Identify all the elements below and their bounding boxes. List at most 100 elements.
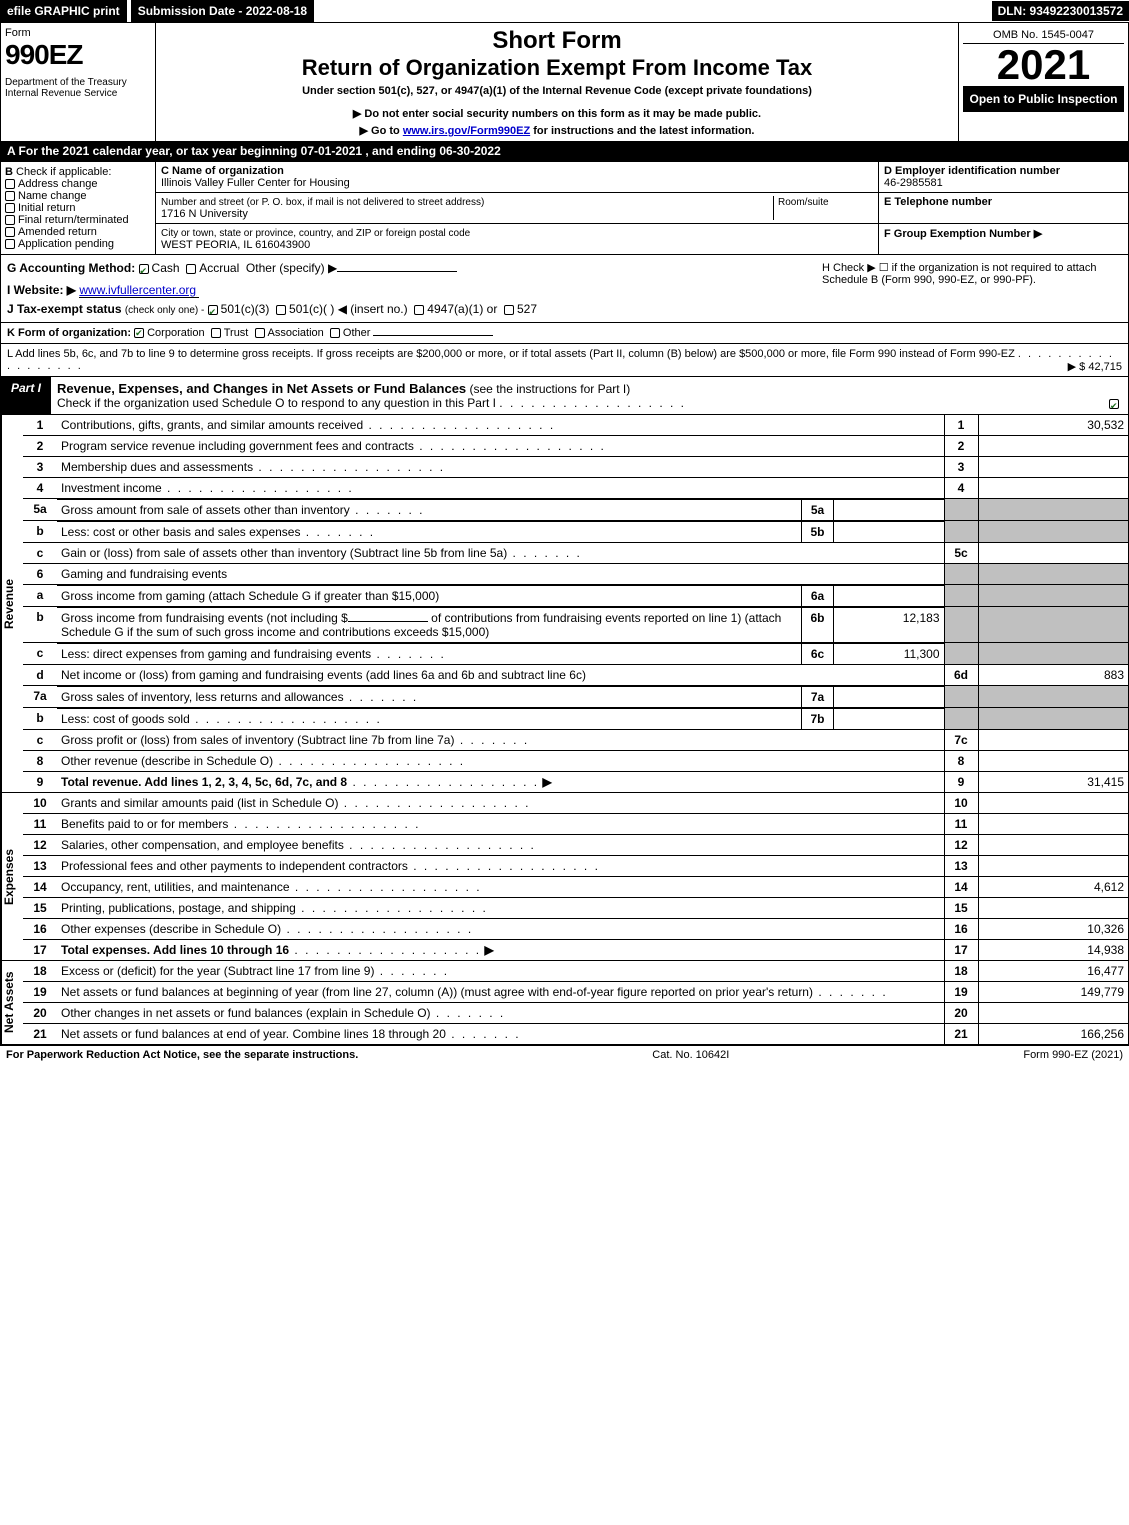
expenses-block: Expenses 10Grants and similar amounts pa… <box>1 792 1128 960</box>
i-label: I Website: ▶ <box>7 283 76 297</box>
l5a-box: 5a <box>802 500 834 521</box>
cb-cash[interactable] <box>139 264 149 274</box>
l6b-blank[interactable] <box>348 621 428 622</box>
org-city: WEST PEORIA, IL 616043900 <box>161 239 310 251</box>
k-assoc: Association <box>268 327 324 339</box>
c-city-label: City or town, state or province, country… <box>161 228 470 239</box>
k-corp: Corporation <box>147 327 204 339</box>
cb-application-pending[interactable] <box>5 239 15 249</box>
l6d-amount: 883 <box>978 665 1128 686</box>
page-footer: For Paperwork Reduction Act Notice, see … <box>0 1045 1129 1064</box>
l17-desc: Total expenses. Add lines 10 through 16 <box>61 943 289 957</box>
irs-link[interactable]: www.irs.gov/Form990EZ <box>403 125 530 137</box>
cb-501c[interactable] <box>276 305 286 315</box>
l7c-amount <box>978 730 1128 751</box>
l11-amount <box>978 814 1128 835</box>
part1-tag: Part I <box>1 377 51 414</box>
top-bar: efile GRAPHIC print Submission Date - 20… <box>0 0 1129 22</box>
l7a-val <box>834 687 944 708</box>
l16-desc: Other expenses (describe in Schedule O) <box>61 922 281 936</box>
l5c-amount <box>978 543 1128 564</box>
opt-address-change: Address change <box>18 178 98 190</box>
j-label: J Tax-exempt status <box>7 302 122 316</box>
h-text: H Check ▶ ☐ if the organization is not r… <box>822 261 1122 316</box>
l15-desc: Printing, publications, postage, and shi… <box>61 901 296 915</box>
l5b-desc: Less: cost or other basis and sales expe… <box>61 525 300 539</box>
l18-amount: 16,477 <box>978 961 1128 982</box>
l6d-desc: Net income or (loss) from gaming and fun… <box>61 668 586 682</box>
cb-name-change[interactable] <box>5 191 15 201</box>
l3-desc: Membership dues and assessments <box>61 460 253 474</box>
footer-right: Form 990-EZ (2021) <box>1023 1049 1123 1061</box>
l6a-val <box>834 586 944 607</box>
k-label: K Form of organization: <box>7 327 131 339</box>
revenue-table: 1Contributions, gifts, grants, and simil… <box>23 415 1128 792</box>
l6a-desc: Gross income from gaming (attach Schedul… <box>61 589 439 603</box>
j-note: (check only one) - <box>125 305 204 316</box>
g-other-input[interactable] <box>337 271 457 272</box>
k-other: Other <box>343 327 371 339</box>
l9-amount: 31,415 <box>978 772 1128 793</box>
cb-trust[interactable] <box>211 328 221 338</box>
efile-print-button[interactable]: efile GRAPHIC print <box>0 0 127 22</box>
tax-year: 2021 <box>963 44 1124 86</box>
cb-final-return[interactable] <box>5 215 15 225</box>
l7b-desc: Less: cost of goods sold <box>61 712 190 726</box>
cb-initial-return[interactable] <box>5 203 15 213</box>
form-header: Form 990EZ Department of the Treasury In… <box>1 23 1128 141</box>
g-cash: Cash <box>152 261 180 275</box>
l4-amount <box>978 478 1128 499</box>
j-527: 527 <box>517 302 537 316</box>
b-label: B <box>5 166 13 178</box>
opt-final-return: Final return/terminated <box>18 214 129 226</box>
l13-amount <box>978 856 1128 877</box>
e-label: E Telephone number <box>884 196 992 208</box>
l6c-box: 6c <box>802 644 834 665</box>
cb-address-change[interactable] <box>5 179 15 189</box>
l6b-desc-pre: Gross income from fundraising events (no… <box>61 611 348 625</box>
l7b-box: 7b <box>802 709 834 730</box>
opt-name-change: Name change <box>18 190 87 202</box>
opt-application-pending: Application pending <box>18 238 114 250</box>
row-gh: G Accounting Method: Cash Accrual Other … <box>1 254 1128 322</box>
website-link[interactable]: www.ivfullercenter.org <box>79 283 199 298</box>
submission-date-button[interactable]: Submission Date - 2022-08-18 <box>131 0 314 22</box>
l6-desc: Gaming and fundraising events <box>57 564 944 585</box>
j-501c3: 501(c)(3) <box>221 302 270 316</box>
cb-corporation[interactable] <box>134 328 144 338</box>
j-501c: 501(c)( ) ◀ (insert no.) <box>289 302 408 316</box>
part1-note: (see the instructions for Part I) <box>470 382 631 396</box>
open-public-inspection: Open to Public Inspection <box>963 86 1124 112</box>
l5a-desc: Gross amount from sale of assets other t… <box>61 503 350 517</box>
form-container: Form 990EZ Department of the Treasury In… <box>0 22 1129 1045</box>
k-other-input[interactable] <box>373 335 493 336</box>
part1-header: Part I Revenue, Expenses, and Changes in… <box>1 376 1128 414</box>
cb-501c3[interactable] <box>208 305 218 315</box>
cb-4947[interactable] <box>414 305 424 315</box>
cb-amended-return[interactable] <box>5 227 15 237</box>
l4-desc: Investment income <box>61 481 162 495</box>
cb-accrual[interactable] <box>186 264 196 274</box>
goto-line: ▶ Go to www.irs.gov/Form990EZ for instru… <box>164 124 950 137</box>
l6b-box: 6b <box>802 608 834 643</box>
l14-desc: Occupancy, rent, utilities, and maintena… <box>61 880 290 894</box>
part1-dots <box>499 396 686 410</box>
cb-schedule-o[interactable] <box>1109 399 1119 409</box>
ein-value: 46-2985581 <box>884 177 943 189</box>
c-street-label: Number and street (or P. O. box, if mail… <box>161 197 484 208</box>
cb-other-org[interactable] <box>330 328 340 338</box>
cb-527[interactable] <box>504 305 514 315</box>
l13-desc: Professional fees and other payments to … <box>61 859 408 873</box>
g-other: Other (specify) ▶ <box>246 261 337 275</box>
l20-desc: Other changes in net assets or fund bala… <box>61 1006 431 1020</box>
under-section: Under section 501(c), 527, or 4947(a)(1)… <box>164 85 950 97</box>
row-l: L Add lines 5b, 6c, and 7b to line 9 to … <box>1 343 1128 376</box>
revenue-side-label: Revenue <box>1 415 23 792</box>
cb-association[interactable] <box>255 328 265 338</box>
l2-amount <box>978 436 1128 457</box>
k-trust: Trust <box>224 327 249 339</box>
expenses-side-label: Expenses <box>1 793 23 960</box>
l6a-box: 6a <box>802 586 834 607</box>
l19-amount: 149,779 <box>978 982 1128 1003</box>
footer-left: For Paperwork Reduction Act Notice, see … <box>6 1049 358 1061</box>
